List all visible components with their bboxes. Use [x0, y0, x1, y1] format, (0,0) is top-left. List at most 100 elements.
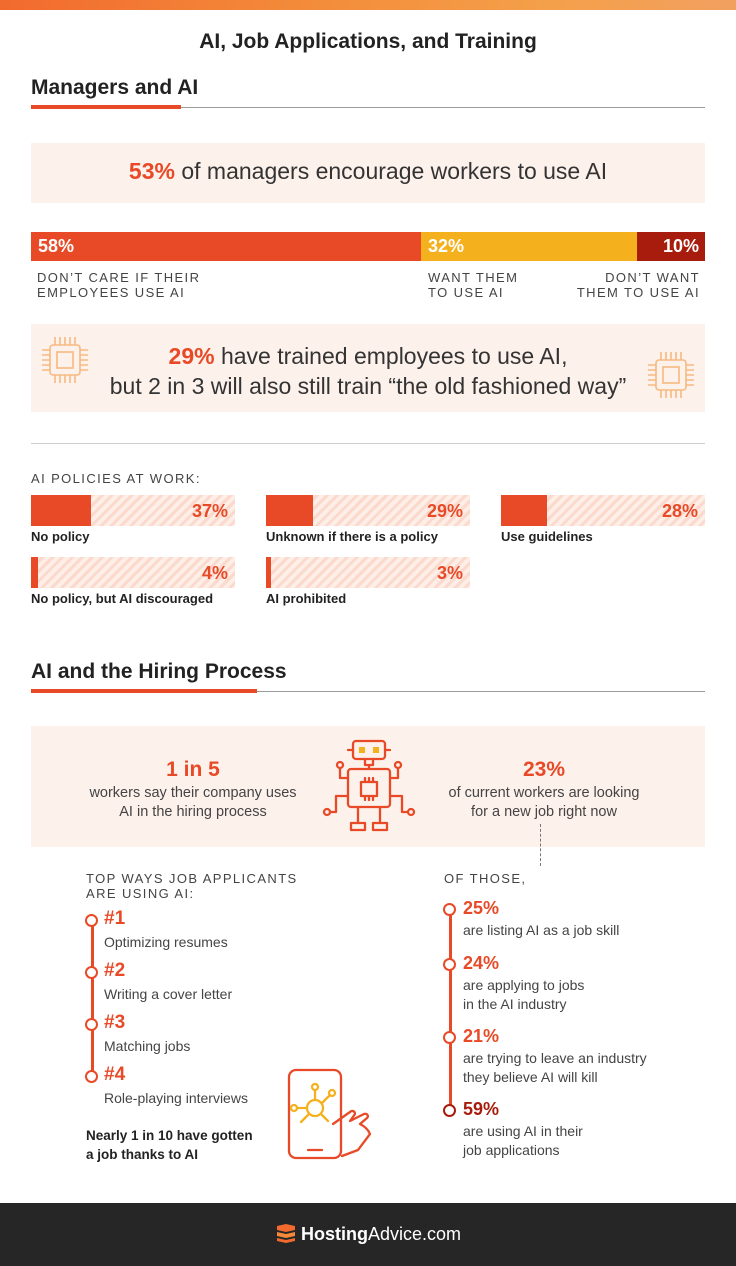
- policy-bar: 3%: [266, 557, 470, 588]
- bar-segment-dont-want: 10%: [637, 232, 705, 261]
- hiring-right-line2: for a new job right now: [471, 804, 617, 820]
- policy-bar-fill: [266, 495, 314, 526]
- policy-label: Use guidelines: [501, 529, 593, 544]
- of-those-line: are listing AI as a job skill: [463, 922, 620, 938]
- hiring-left-stat: 1 in 5 workers say their company uses AI…: [78, 758, 308, 822]
- policy-label: No policy: [31, 529, 90, 544]
- connector-dashed-line: [540, 824, 541, 866]
- timeline-dot: [85, 1070, 98, 1083]
- of-those-line: are applying to jobs: [463, 977, 585, 993]
- bar-label-dont-care: DON’T CARE IF THEIR EMPLOYEES USE AI: [37, 270, 200, 300]
- encourage-text: of managers encourage workers to use AI: [181, 158, 608, 184]
- got-job-note-line: Nearly 1 in 10 have gotten: [86, 1128, 253, 1143]
- of-those-line: job applications: [463, 1142, 560, 1158]
- policy-label: Unknown if there is a policy: [266, 529, 438, 544]
- rank-text: Role-playing interviews: [104, 1090, 248, 1106]
- of-those-pct: 21%: [463, 1026, 500, 1046]
- policy-pct: 4%: [201, 563, 228, 583]
- policy-label: No policy, but AI discouraged: [31, 591, 214, 606]
- top-color-band: [0, 0, 736, 10]
- of-those-text: are using AI in their job applications: [463, 1122, 583, 1160]
- policies-heading: AI POLICIES AT WORK:: [31, 471, 201, 486]
- timeline-dot: [443, 1031, 456, 1044]
- policy-pct: 3%: [436, 563, 463, 583]
- policy-bar-fill: [31, 495, 92, 526]
- of-those-line: are trying to leave an industry: [463, 1050, 647, 1066]
- timeline-line: [449, 908, 452, 1110]
- of-those-pct: 59%: [463, 1099, 500, 1119]
- policy-bar: 29%: [266, 495, 470, 526]
- timeline-dot: [443, 1104, 456, 1117]
- of-those-text: are applying to jobs in the AI industry: [463, 976, 584, 1014]
- hiring-left-big: 1 in 5: [166, 758, 220, 781]
- timeline-line: [91, 918, 94, 1074]
- hiring-right-line1: of current workers are looking: [448, 785, 640, 801]
- of-those-line: they believe AI will kill: [463, 1069, 598, 1085]
- trained-stat-box: [31, 324, 705, 412]
- robot-icon: [322, 739, 416, 832]
- bar-label-dont-want: DON’T WANT THEM TO USE AI: [560, 270, 700, 300]
- policy-label: AI prohibited: [266, 591, 347, 606]
- rank-number: #3: [104, 1012, 126, 1033]
- bar-label-line: EMPLOYEES USE AI: [37, 285, 186, 300]
- timeline-dot: [443, 903, 456, 916]
- timeline-dot: [443, 958, 456, 971]
- of-those-heading: OF THOSE,: [444, 871, 527, 886]
- rank-number: #2: [104, 960, 126, 981]
- hiring-right-big: 23%: [522, 758, 566, 781]
- trained-stat: 29% have trained employees to use AI, bu…: [90, 341, 646, 401]
- of-those-line: in the AI industry: [463, 996, 567, 1012]
- phone-touch-icon: [287, 1068, 372, 1160]
- bar-label-line: DON’T CARE IF THEIR: [37, 270, 201, 285]
- footer-brand[interactable]: HostingAdvice.com: [0, 1223, 736, 1245]
- of-those-pct: 25%: [463, 898, 500, 918]
- bar-label-line: WANT THEM: [428, 270, 519, 285]
- timeline-dot: [85, 1018, 98, 1031]
- top-ways-heading-line: TOP WAYS JOB APPLICANTS: [86, 871, 298, 886]
- bar-label-line: THEM TO USE AI: [576, 285, 700, 300]
- bar-segment-value: 10%: [662, 236, 699, 256]
- top-ways-heading-line: ARE USING AI:: [86, 886, 195, 901]
- policy-pct: 29%: [426, 501, 463, 521]
- bar-segment-want: 32%: [421, 232, 637, 261]
- policy-bar-fill: [266, 557, 271, 588]
- server-logo-icon: [276, 1224, 295, 1243]
- section-accent-bar: [31, 105, 181, 109]
- trained-line1: have trained employees to use AI,: [220, 343, 568, 369]
- timeline-dot: [85, 914, 98, 927]
- section-rule: [31, 691, 705, 692]
- hiring-left-line2: AI in the hiring process: [119, 804, 267, 820]
- bar-label-line: DON’T WANT: [605, 270, 700, 285]
- footer-brand-part2: Advice.com: [367, 1224, 462, 1244]
- of-those-text: are listing AI as a job skill: [463, 921, 619, 940]
- rank-text: Optimizing resumes: [104, 934, 228, 950]
- of-those-text: are trying to leave an industry they bel…: [463, 1049, 647, 1087]
- timeline-dot: [85, 966, 98, 979]
- hiring-left-line1: workers say their company uses: [89, 785, 297, 801]
- trained-line2: but 2 in 3 will also still train “the ol…: [109, 373, 627, 399]
- rank-text: Writing a cover letter: [104, 986, 233, 1002]
- circuit-chip-icon: [42, 337, 88, 383]
- encourage-stat: 53% of managers encourage workers to use…: [31, 158, 705, 185]
- policy-bar-fill: [31, 557, 38, 588]
- policy-bar: 37%: [31, 495, 235, 526]
- footer-brand-part1: Hosting: [300, 1224, 368, 1244]
- trained-pct: 29%: [168, 343, 215, 369]
- bar-segment-value: 32%: [428, 236, 465, 256]
- section-title-managers: Managers and AI: [31, 76, 199, 99]
- hiring-right-stat: 23% of current workers are looking for a…: [430, 758, 658, 822]
- got-job-note-line: a job thanks to AI: [86, 1147, 199, 1162]
- policy-bar: 4%: [31, 557, 235, 588]
- bar-segment-dont-care: 58%: [31, 232, 421, 261]
- rank-text: Matching jobs: [104, 1038, 191, 1054]
- of-those-line: are using AI in their: [463, 1123, 583, 1139]
- policy-bar-fill: [501, 495, 547, 526]
- bar-segment-value: 58%: [38, 236, 75, 256]
- rank-number: #4: [104, 1064, 126, 1085]
- top-ways-heading: TOP WAYS JOB APPLICANTS ARE USING AI:: [86, 871, 298, 901]
- section-accent-bar: [31, 689, 257, 693]
- policy-bar: 28%: [501, 495, 705, 526]
- bar-label-line: TO USE AI: [428, 285, 504, 300]
- section-rule: [31, 107, 705, 108]
- section-title-hiring: AI and the Hiring Process: [31, 660, 287, 683]
